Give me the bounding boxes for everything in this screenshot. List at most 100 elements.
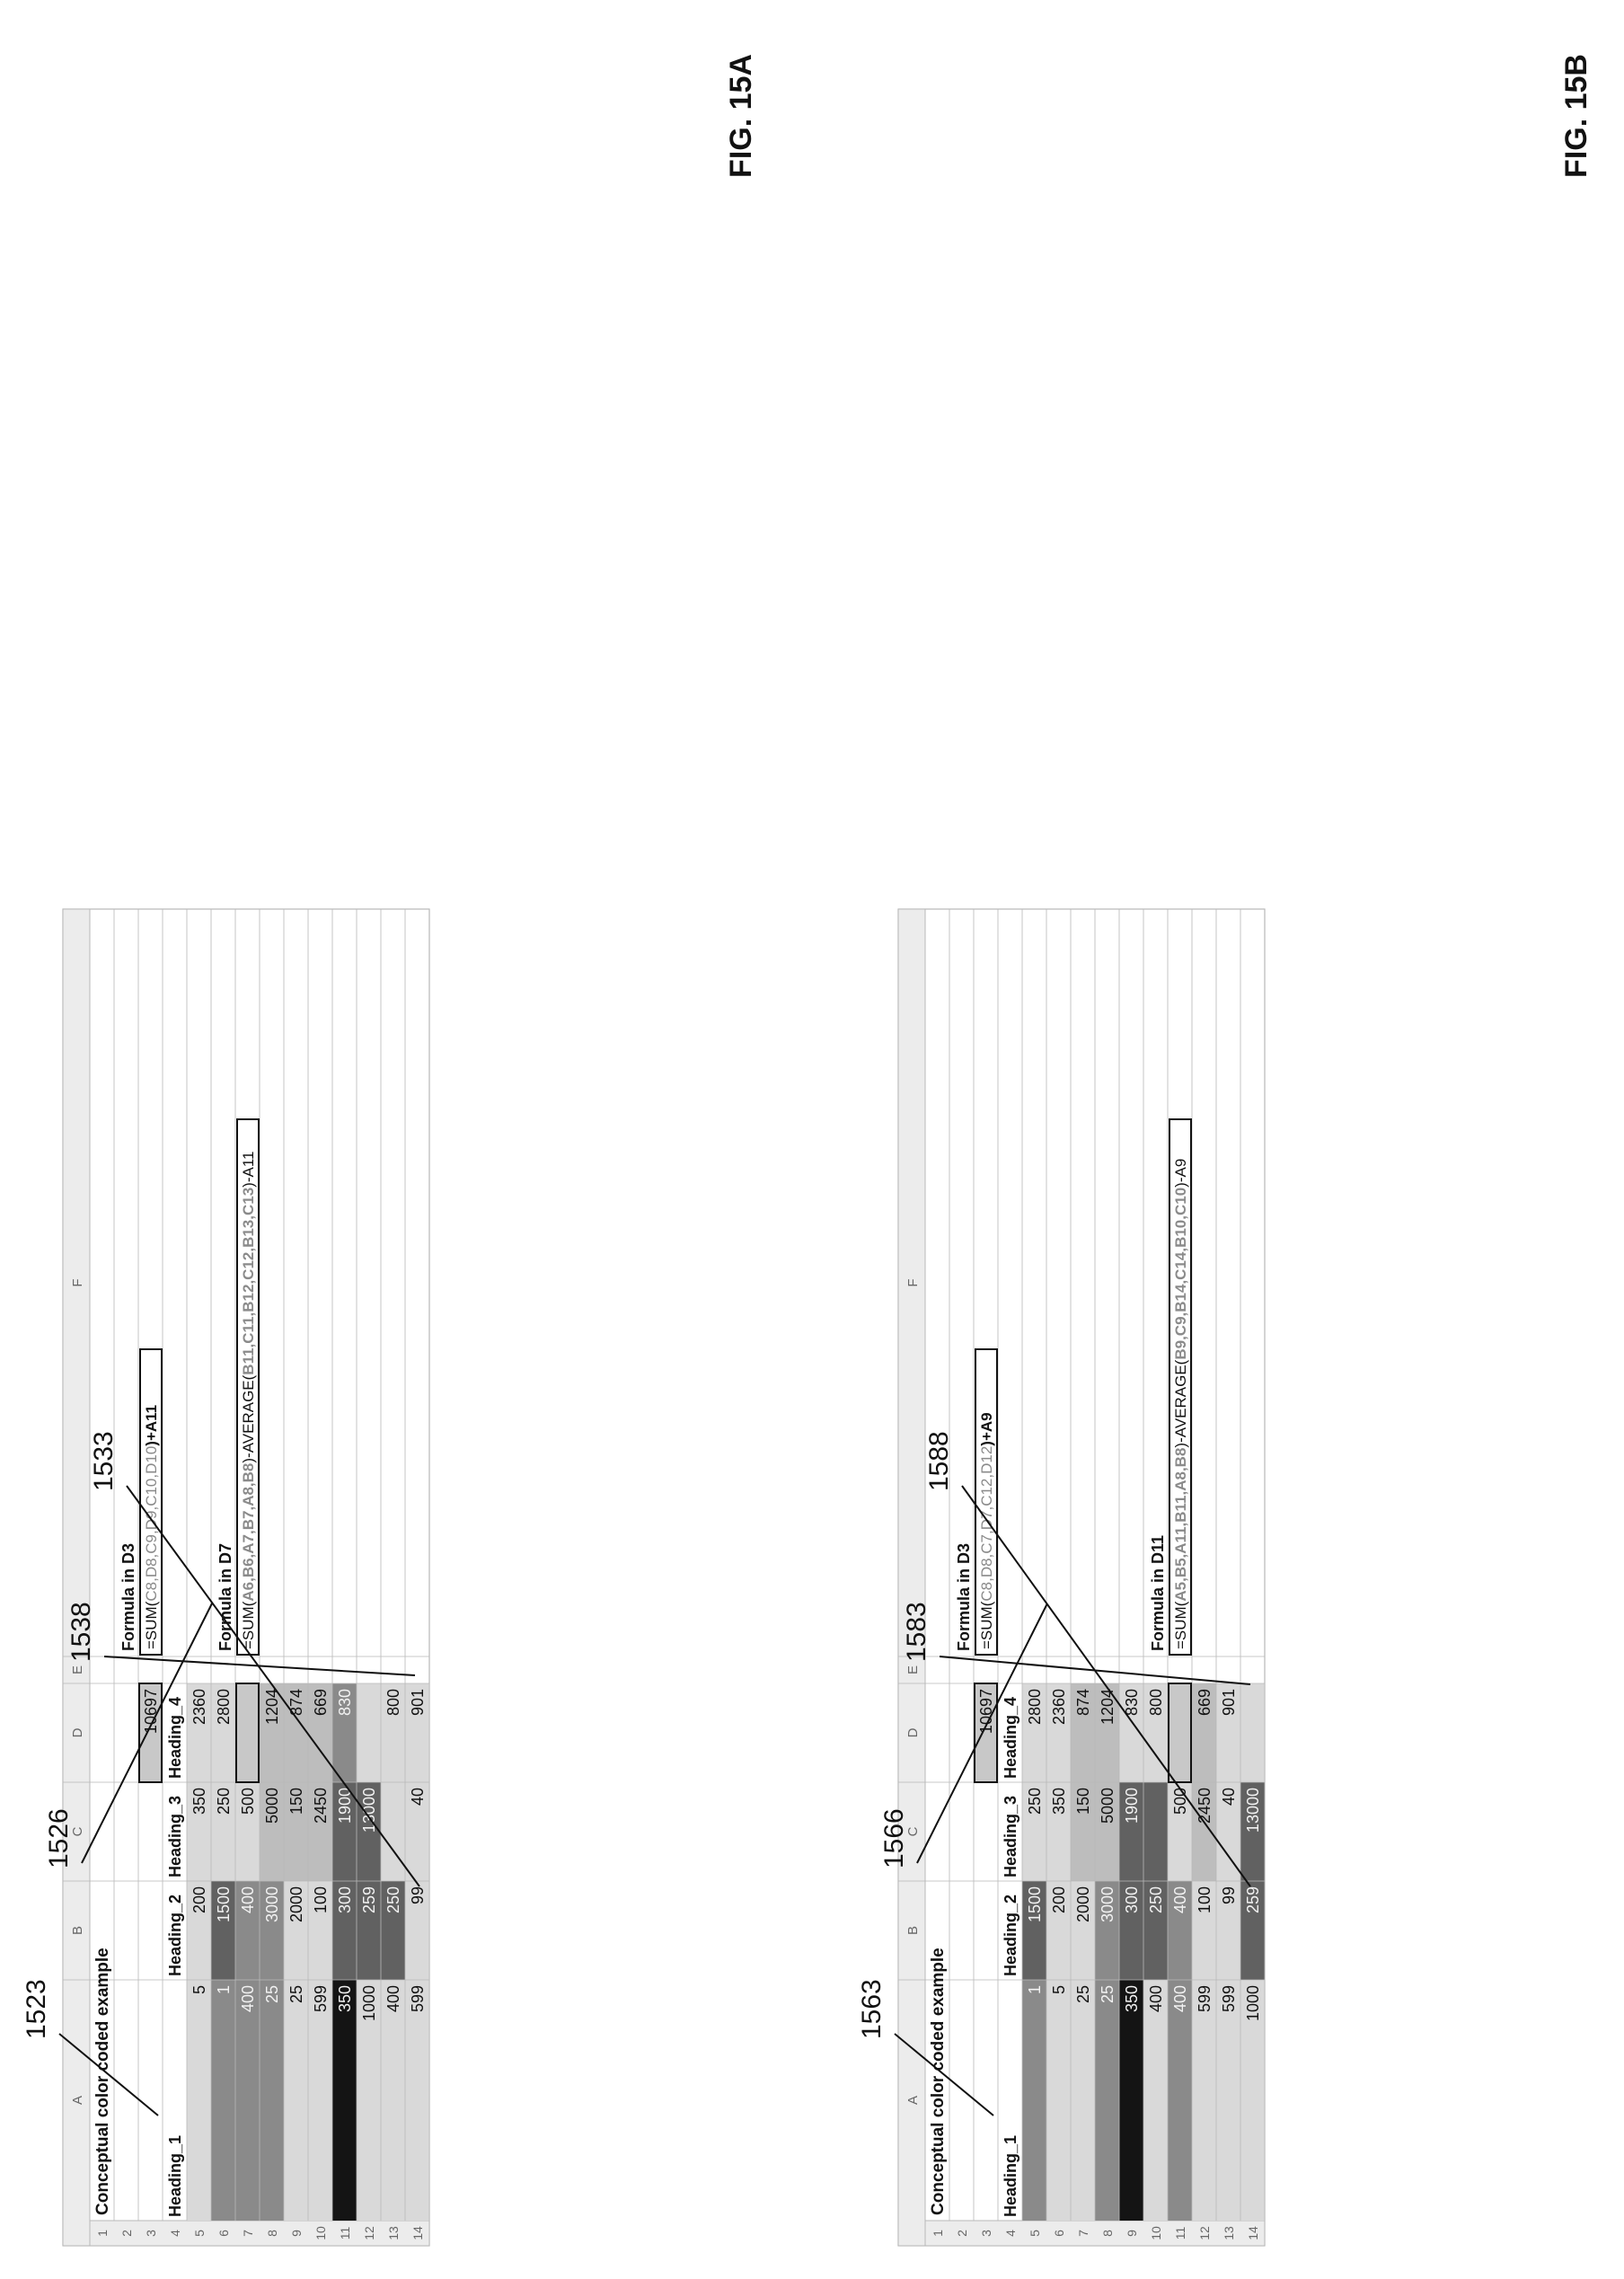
- heading-cell: Heading_2: [1002, 1895, 1019, 1976]
- formula2-part: B11,C11,B12,C12,B13,C13: [240, 1188, 257, 1375]
- formula2-part: )-AVERAGE(: [240, 1374, 257, 1462]
- cell-shade: [1046, 1782, 1071, 1881]
- formula2-text: =SUM(A5,B5,A11,B11,A8,B8)-AVERAGE(B9,C9,…: [1172, 1159, 1189, 1649]
- callout-label-1526: 1526: [44, 1808, 74, 1868]
- data-cell: 5000: [263, 1788, 281, 1824]
- formula2-part: )-A9: [1172, 1159, 1189, 1188]
- data-cell: 250: [1147, 1886, 1165, 1913]
- data-cell: 599: [409, 1985, 427, 2012]
- heading-cell: Heading_3: [1002, 1796, 1019, 1877]
- callout-label-1538: 1538: [66, 1602, 96, 1662]
- cell-shade: [1046, 1980, 1071, 2221]
- formula2-text: =SUM(A6,B6,A7,B7,A8,B8)-AVERAGE(B11,C11,…: [240, 1152, 257, 1649]
- data-cell: 350: [1050, 1788, 1068, 1815]
- callout-label-1563: 1563: [857, 1979, 887, 2039]
- row-number-11: 11: [338, 2227, 352, 2240]
- data-cell: 1500: [1026, 1886, 1044, 1922]
- data-cell: 800: [1147, 1689, 1165, 1716]
- data-cell: 3000: [1099, 1886, 1116, 1922]
- figure-label: FIG. 15A: [724, 54, 758, 178]
- data-cell: 200: [190, 1886, 208, 1913]
- column-header-f: F: [70, 1278, 85, 1286]
- formula1-part: =SUM(: [978, 1601, 995, 1649]
- result-value-d3: 10697: [142, 1689, 160, 1734]
- formula2-part: =SUM(: [1172, 1601, 1189, 1649]
- cell-shade: [1192, 1980, 1216, 2221]
- heading-cell: Heading_1: [166, 2135, 184, 2217]
- formula2-label: Formula in D11: [1149, 1535, 1167, 1651]
- row-number-4: 4: [168, 2230, 182, 2237]
- formula2-part: )-A11: [240, 1152, 257, 1188]
- column-header-d: D: [905, 1727, 921, 1737]
- data-cell: 259: [1244, 1886, 1262, 1913]
- formula2-part: A6,B6,A7,B7,A8,B8: [240, 1463, 257, 1602]
- row-number-1: 1: [95, 2230, 110, 2237]
- cell-shade: [187, 1980, 211, 2221]
- data-cell: 259: [360, 1886, 378, 1913]
- result-box-d3: [974, 1683, 998, 1783]
- cell-shade: [1095, 1782, 1119, 1881]
- figure-label: FIG. 15B: [1559, 54, 1593, 178]
- column-header-e: E: [70, 1665, 85, 1674]
- cell-shade: [1046, 1881, 1071, 1980]
- column-header-a: A: [905, 2096, 921, 2105]
- callout-leader-1526: [81, 1603, 213, 1864]
- data-cell: 350: [1123, 1985, 1141, 2012]
- cell-shade: [211, 1980, 235, 2221]
- cell-shade: [1168, 1980, 1192, 2221]
- data-cell: 400: [1171, 1985, 1189, 2012]
- data-cell: 25: [287, 1985, 305, 2003]
- data-cell: 1000: [360, 1985, 378, 2021]
- data-cell: 874: [287, 1689, 305, 1716]
- data-cell: 300: [1123, 1886, 1141, 1913]
- formula2-part: )-AVERAGE(: [1172, 1359, 1189, 1447]
- data-cell: 2450: [312, 1788, 330, 1824]
- column-header-c: C: [905, 1826, 921, 1836]
- column-header-b: B: [905, 1926, 921, 1935]
- cell-shade: [260, 1782, 284, 1881]
- cell-shade: [260, 1881, 284, 1980]
- data-cell: 1204: [263, 1689, 281, 1725]
- data-cell: 5000: [1099, 1788, 1116, 1824]
- cell-shade: [260, 1683, 284, 1782]
- row-number-7: 7: [241, 2230, 255, 2237]
- row-number-3: 3: [979, 2230, 993, 2237]
- cell-shade: [1143, 1683, 1168, 1782]
- cell-shade: [381, 1980, 405, 2221]
- row-number-12: 12: [1197, 2226, 1212, 2240]
- cell-shade: [1192, 1683, 1216, 1782]
- data-cell: 2360: [190, 1689, 208, 1725]
- data-cell: 250: [384, 1886, 402, 1913]
- formula2-label: Formula in D7: [216, 1543, 234, 1651]
- cell-shade: [235, 1881, 260, 1980]
- row-number-9: 9: [289, 2230, 304, 2237]
- cell-shade: [1046, 1683, 1071, 1782]
- row-number-14: 14: [410, 2226, 425, 2240]
- heading-cell: Heading_4: [166, 1697, 184, 1779]
- heading-cell: Heading_4: [1002, 1697, 1019, 1779]
- column-header-a: A: [70, 2096, 85, 2105]
- column-header-bar: [897, 908, 926, 2247]
- callout-label-1523: 1523: [22, 1979, 51, 2039]
- cell-shade: [308, 1782, 332, 1881]
- data-cell: 200: [1050, 1886, 1068, 1913]
- cell-shade: [260, 1980, 284, 2221]
- formula2-part: B9,C9,B14,C14,B10,C10: [1172, 1188, 1189, 1360]
- callout-leader-1533: [126, 1485, 420, 1887]
- cell-shade: [405, 1980, 429, 2221]
- data-cell: 150: [287, 1788, 305, 1815]
- data-cell: 874: [1074, 1689, 1092, 1716]
- data-cell: 599: [1196, 1985, 1214, 2012]
- data-cell: 5: [190, 1985, 208, 1994]
- data-cell: 599: [312, 1985, 330, 2012]
- cell-shade: [284, 1980, 308, 2221]
- data-cell: 830: [1123, 1689, 1141, 1716]
- cell-shade: [1216, 1980, 1240, 2221]
- cell-shade: [284, 1881, 308, 1980]
- row-number-8: 8: [265, 2230, 279, 2237]
- data-cell: 830: [336, 1689, 354, 1716]
- cell-shade: [1095, 1980, 1119, 2221]
- row-number-12: 12: [362, 2226, 376, 2240]
